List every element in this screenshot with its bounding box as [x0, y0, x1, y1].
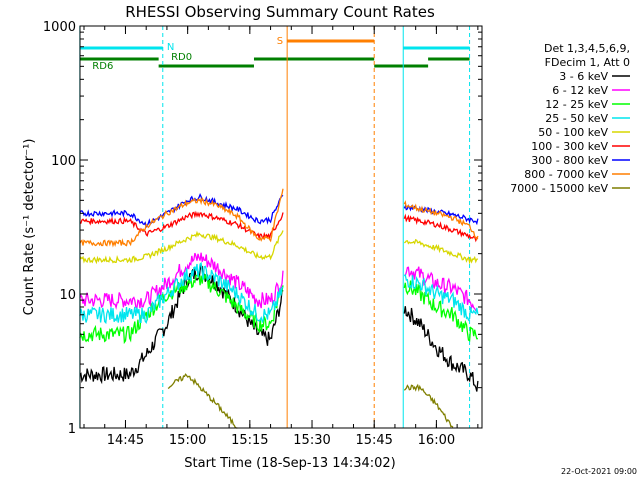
legend-entry-label: 800 - 7000 keV [524, 168, 608, 181]
series-line-7 [79, 188, 479, 248]
series-layer [79, 188, 479, 429]
legend-entry-label: 7000 - 15000 keV [510, 182, 608, 195]
flag-label-s: S [277, 36, 283, 47]
series-line-8 [167, 373, 454, 429]
legend-entry-label: 12 - 25 keV [545, 98, 608, 111]
flag-label-n: N [167, 42, 174, 53]
axes: 14:45 15:00 15:15 15:30 15:45 16:00 1 10 100 1000 [43, 20, 482, 448]
x-tick-label: 15:15 [231, 433, 268, 448]
x-tick-label: 15:45 [355, 433, 392, 448]
legend-entry-label: 300 - 800 keV [531, 154, 608, 167]
y-tick-label: 100 [51, 154, 76, 169]
y-tick-label: 1000 [43, 20, 76, 35]
chart-title: RHESSI Observing Summary Count Rates [125, 3, 435, 21]
legend: Det 1,3,4,5,6,9,FDecim 1, Att 03 - 6 keV… [510, 42, 630, 195]
legend-entry-label: 3 - 6 keV [559, 70, 608, 83]
x-axis-label: Start Time (18-Sep-13 14:34:02) [184, 456, 395, 471]
legend-entry-label: 100 - 300 keV [531, 140, 608, 153]
legend-header: FDecim 1, Att 0 [545, 56, 630, 69]
series-line-4 [79, 230, 479, 265]
plot-frame [79, 25, 483, 429]
series-line-5 [79, 210, 479, 243]
y-tick-label: 10 [59, 288, 76, 303]
x-tick-label: 15:00 [169, 433, 206, 448]
legend-header: Det 1,3,4,5,6,9, [544, 42, 630, 55]
x-tick-label: 15:30 [293, 433, 330, 448]
y-axis-label: Count Rate (s⁻¹ detector⁻¹) [22, 139, 37, 316]
legend-entry-label: 25 - 50 keV [545, 112, 608, 125]
flag-label-rd6: RD6 [92, 61, 113, 72]
legend-entry-label: 50 - 100 keV [538, 126, 608, 139]
flag-label-rd0: RD0 [171, 52, 192, 63]
series-line-3 [79, 261, 479, 325]
footer-date: 22-Oct-2021 09:00 [561, 467, 637, 476]
y-tick-label: 1 [68, 422, 76, 437]
legend-entry-label: 6 - 12 keV [552, 84, 608, 97]
x-tick-label: 14:45 [107, 433, 144, 448]
series-line-1 [79, 252, 479, 313]
x-tick-label: 16:00 [418, 433, 455, 448]
